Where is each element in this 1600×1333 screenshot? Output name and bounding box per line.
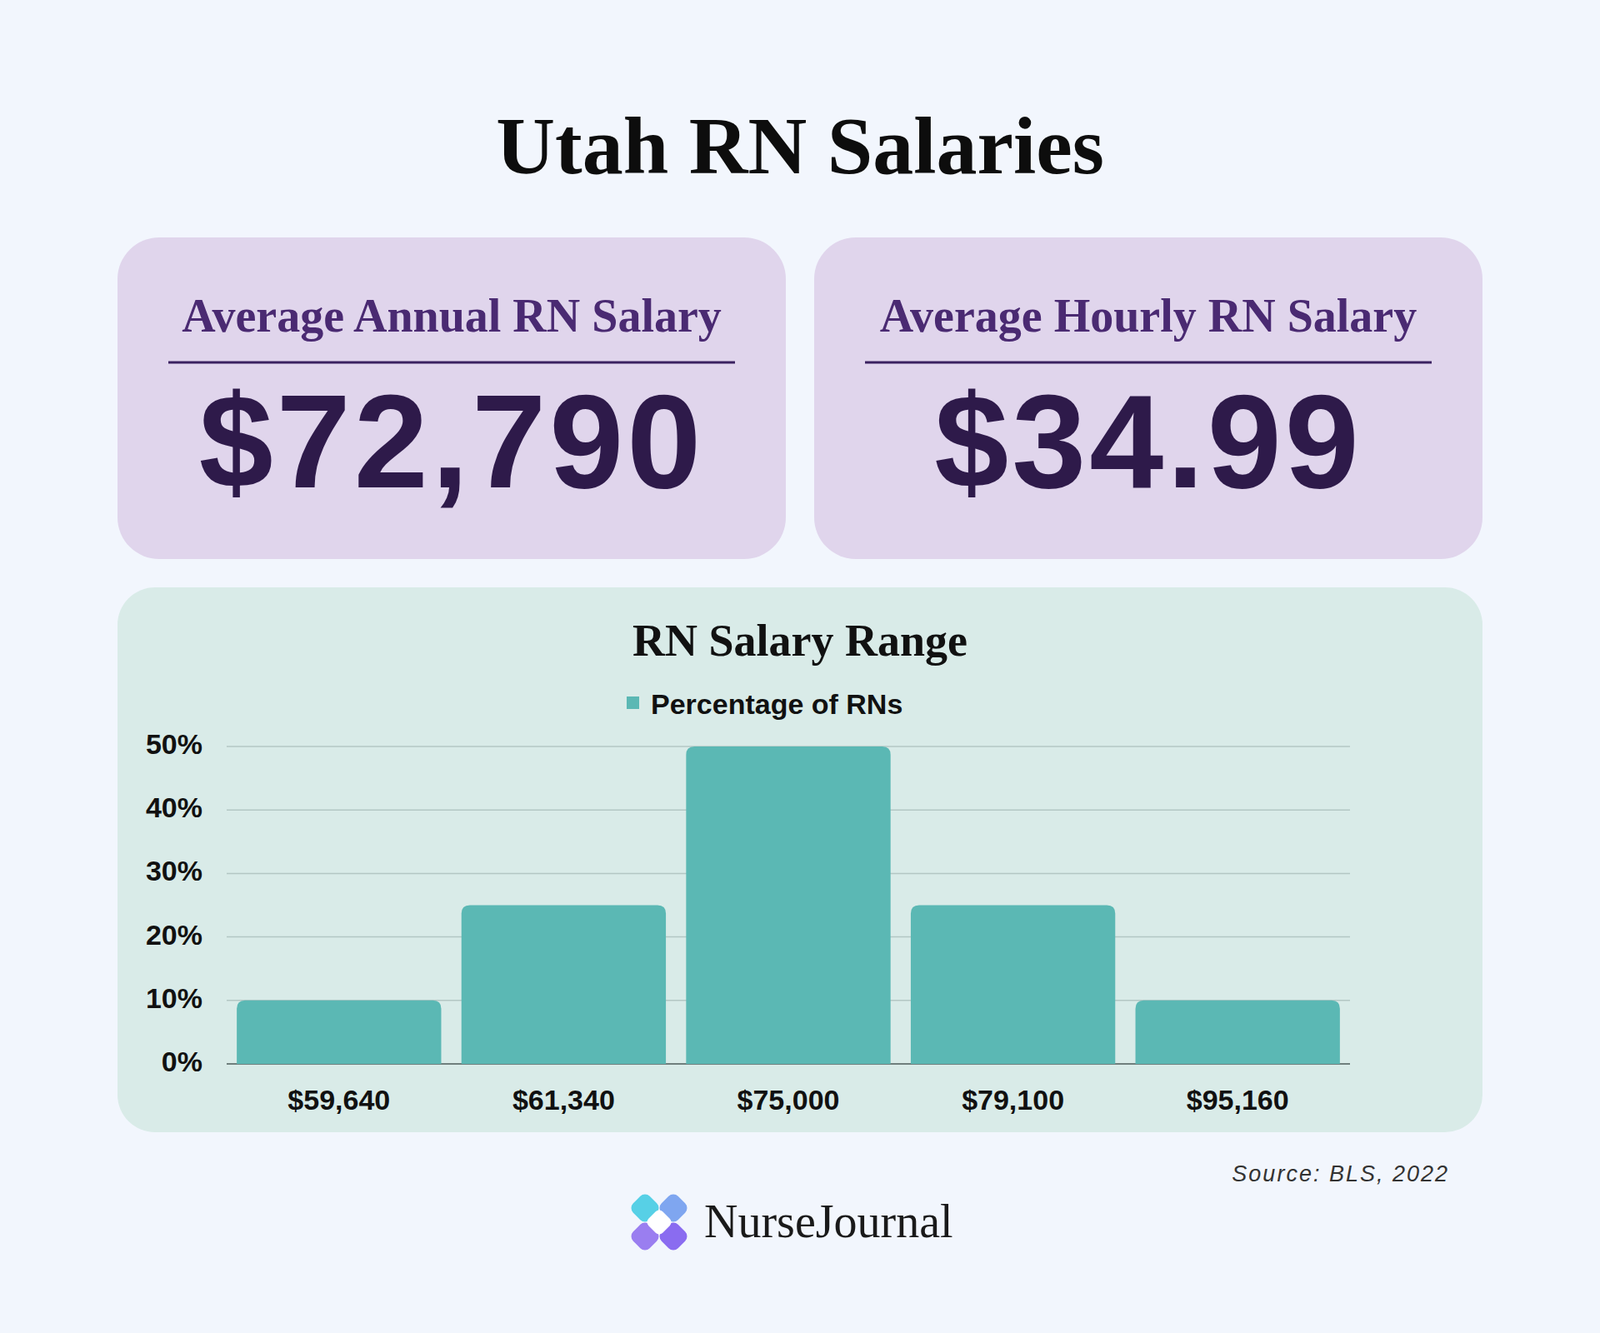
bar [1135,1000,1340,1065]
chart-title: RN Salary Range [632,615,968,666]
legend-swatch [626,696,640,710]
x-tick-label: $61,340 [512,1084,615,1116]
x-tick-label: $75,000 [737,1084,840,1116]
chart-background [117,587,1483,1133]
card-label: Average Hourly RN Salary [880,290,1417,342]
page-title: Utah RN Salaries [495,100,1105,191]
legend-label: Percentage of RNs [650,688,903,720]
source-note: Source: BLS, 2022 [1231,1161,1450,1187]
bar [685,746,890,1065]
page: Utah RN Salaries Average Annual RN Salary… [0,0,1600,1333]
bars [236,746,1340,1065]
bar [910,905,1115,1065]
card-background [814,237,1483,560]
x-tick-label: $79,100 [961,1084,1065,1116]
card-label: Average Annual RN Salary [181,290,722,342]
card-divider [168,361,735,365]
background [0,0,1600,1333]
bar [236,1000,441,1065]
x-axis: $59,640 $61,340 $75,000 $79,100 $95,160 [287,1084,1289,1116]
y-tick-label: 40% [145,791,203,824]
y-tick-label: 30% [145,855,203,887]
canvas: Utah RN Salaries Average Annual RN Salary… [0,0,1600,1333]
x-tick-label: $59,640 [287,1084,390,1116]
bar [461,905,666,1065]
legend: Percentage of RNs [626,688,903,720]
y-axis: 0% 10% 20% 30% 40% 50% [145,728,1350,1078]
stat-card: Average Hourly RN Salary $34.99 [814,237,1483,560]
brand-name: NurseJournal [704,1195,954,1248]
y-tick-label: 20% [145,919,203,951]
chart-panel: RN Salary Range Percentage of RNs 0% 10% 20%… [117,587,1483,1133]
brand-logo: NurseJournal [628,1191,953,1254]
y-tick-label: 10% [145,982,203,1015]
card-value: $72,790 [199,366,705,516]
y-tick-label: 50% [145,728,203,760]
card-value: $34.99 [934,366,1362,516]
stat-card: Average Annual RN Salary $72,790 [117,237,786,560]
card-background [117,237,786,560]
y-tick-label: 0% [161,1045,203,1078]
card-divider [865,361,1432,365]
x-tick-label: $95,160 [1186,1084,1290,1116]
logo-shape [645,1208,674,1237]
